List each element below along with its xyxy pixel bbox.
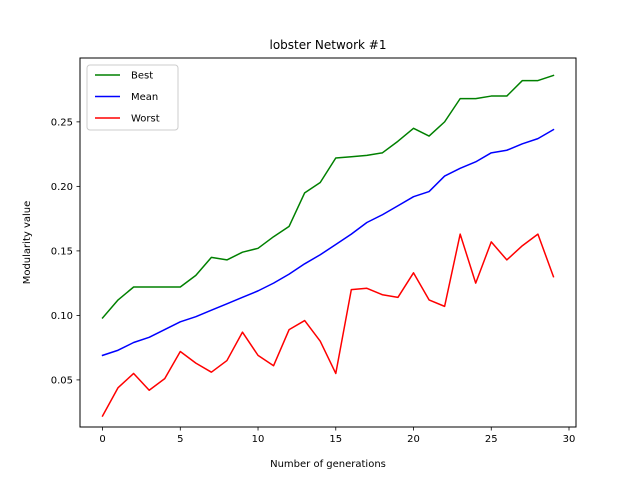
y-tick-label: 0.20 (51, 182, 73, 193)
legend-box (86, 64, 179, 131)
y-tick-label: 0.15 (51, 246, 73, 257)
x-tick-label: 10 (252, 434, 265, 445)
x-axis-label: Number of generations (270, 459, 386, 470)
legend-label-worst: Worst (131, 114, 160, 125)
series-line-best (101, 74, 555, 320)
x-tick-label: 0 (99, 434, 105, 445)
x-axis-ticks: 0 5 10 15 20 25 30 (99, 427, 575, 445)
x-tick-label: 5 (177, 434, 183, 445)
chart-title: lobster Network #1 (270, 38, 387, 52)
legend: Best Mean Worst (86, 64, 179, 131)
y-tick-label: 0.05 (51, 375, 73, 386)
x-tick-label: 15 (329, 434, 342, 445)
legend-items: Best Mean Worst (95, 71, 160, 125)
legend-label-best: Best (131, 71, 153, 82)
y-axis-label: Modularity value (22, 201, 33, 285)
y-tick-label: 0.10 (51, 311, 73, 322)
y-axis-ticks: 0.05 0.10 0.15 0.20 0.25 (51, 117, 80, 386)
axes-frame (79, 57, 577, 428)
x-tick-label: 20 (407, 434, 420, 445)
x-tick-label: 25 (485, 434, 498, 445)
series-line-worst (101, 233, 555, 418)
series-layer (101, 74, 555, 418)
x-tick-label: 30 (563, 434, 576, 445)
series-line-mean (101, 128, 555, 357)
y-tick-label: 0.25 (51, 117, 73, 128)
legend-label-mean: Mean (131, 92, 158, 103)
